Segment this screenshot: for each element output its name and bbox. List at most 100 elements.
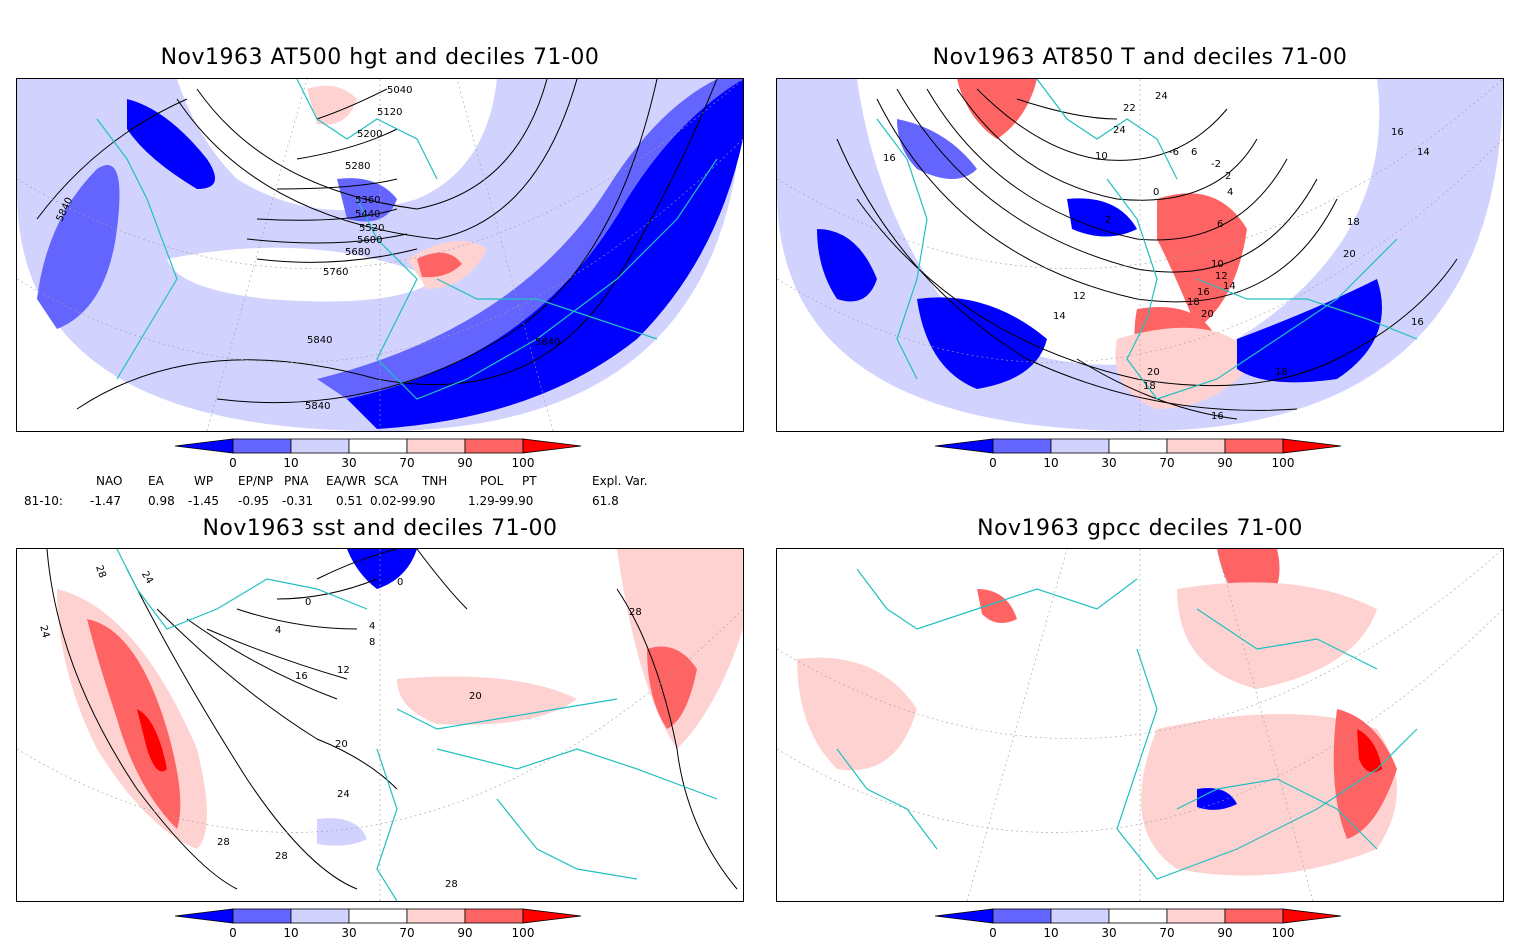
contour-label: 5520 [359,223,384,234]
contour-label: 28 [445,879,458,890]
decile-red-north [977,589,1017,623]
contour-label: 18 [1143,381,1156,392]
graticule [777,79,1503,431]
contour-label: 14 [1053,311,1066,322]
index-header: PNA [284,474,309,488]
contour-label: 5360 [355,195,380,206]
colorbar-tick-label: 100 [512,456,535,470]
contour-label: 12 [1215,271,1228,282]
contour-label: 5200 [357,129,382,140]
colorbar-segment [290,438,350,454]
contour-label: 20 [1201,309,1214,320]
colorbar-tick-label: 10 [283,926,298,940]
contour-label: 0 [305,597,311,608]
colorbar-segment [992,438,1052,454]
graticule [777,549,1503,901]
colorbar-segment [1050,438,1110,454]
map-panel-p4 [776,548,1504,902]
index-value-wp: -1.45 [188,494,220,508]
index-header: SCA [374,474,399,488]
colorbar-segment [1050,908,1110,924]
panel-title-p1: Nov1963 AT500 hgt and deciles 71-00 [160,45,600,70]
contour-label: 24 [1155,91,1168,102]
index-header: TNH [422,474,448,488]
contour-label: 5600 [357,235,382,246]
decile-pink-east [617,549,743,749]
index-value-ea: 0.98 [148,494,175,508]
temperature-contours [836,88,1458,420]
contour-label: 5120 [377,107,402,118]
decile-blue-atl [317,818,367,846]
decile-pink-n [307,85,357,125]
decile-pink-europe [1177,582,1377,689]
decile-pink-africa [1115,327,1257,409]
coastlines [116,549,718,901]
panel-title-p3: Nov1963 sst and deciles 71-00 [202,516,558,541]
colorbar-tick-label: 90 [1217,926,1232,940]
contour-label: 5760 [323,267,348,278]
colorbar-segment [1224,908,1284,924]
colorbar-tick-label: 0 [989,926,997,940]
decile-white-band [167,247,437,302]
colorbar-p1: 0 10 30 70 90 100 [175,438,582,470]
contour-label: 4 [275,625,281,636]
index-value-nao: -1.47 [90,494,122,508]
map-canvas-p2: 24 22 24 -6 -2 6 10 2 0 4 6 2 16 14 16 1… [777,79,1503,431]
graticule [17,549,743,901]
contour-label: 5840 [535,337,560,348]
contour-label: 16 [295,671,308,682]
colorbar-p4: 0 10 30 70 90 100 [935,908,1342,940]
colorbar-tick-label: 100 [512,926,535,940]
contour-label: 22 [1123,103,1136,114]
contour-label: 4 [369,621,375,632]
colorbar-tick-label: 10 [1043,456,1058,470]
decile-mid-blue-w [37,165,120,329]
colorbar-tick-label: 30 [341,456,356,470]
colorbar-segment [232,908,292,924]
contour-label: 5440 [355,209,380,220]
contour-label: 16 [1211,411,1224,422]
contour-label: 0 [1153,187,1159,198]
contour-label: 6 [1191,147,1197,158]
colorbar-segment [175,438,234,454]
sst-contours [46,549,738,890]
colorbar-segment [1166,438,1226,454]
coastlines [836,568,1418,880]
contour-label: 20 [1343,249,1356,260]
map-canvas-p3: 24 24 28 0 0 4 4 8 12 16 20 20 24 28 28 … [17,549,743,901]
colorbar-tick-label: 70 [399,926,414,940]
index-header: EA [148,474,164,488]
decile-red-europe [1157,193,1247,329]
decile-blue-nw [127,99,215,189]
contour-label: 5280 [345,161,370,172]
contour-label: 24 [337,789,350,800]
colorbar-segment [992,908,1052,924]
decile-red-east [647,646,697,729]
contour-label: 24 [37,624,51,639]
colorbar-segment [1224,438,1284,454]
contour-label: 20 [469,691,482,702]
colorbar-tick-label: 30 [1101,456,1116,470]
contour-label: 5040 [387,85,412,96]
decile-pink-africa [1141,714,1397,876]
index-value-pna: -0.31 [282,494,314,508]
panel-title-p2: Nov1963 AT850 T and deciles 71-00 [932,45,1348,70]
index-header: EA/WR [326,474,367,488]
contour-label: 14 [1417,147,1430,158]
index-header: EP/NP [238,474,274,488]
decile-red-north [957,79,1037,139]
index-header: NAO [96,474,123,488]
coastlines [876,79,1418,400]
colorbar-segment [406,438,466,454]
contour-label: -2 [1211,159,1221,170]
contour-label: 18 [1347,217,1360,228]
decile-darkred-africa [1357,729,1382,773]
colorbar-tick-label: 0 [989,456,997,470]
colorbar-segment [464,908,524,924]
height-contours [36,79,718,410]
colorbar-segment [1108,438,1168,454]
decile-red [417,252,462,278]
map-canvas-p4 [777,549,1503,901]
contour-label: 6 [1217,219,1223,230]
decile-red-africa [1333,709,1397,839]
